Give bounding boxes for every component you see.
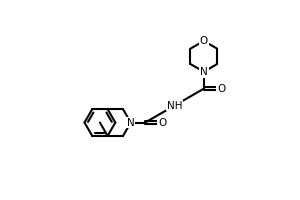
Text: O: O bbox=[158, 118, 166, 128]
Text: O: O bbox=[200, 36, 208, 46]
Text: NH: NH bbox=[167, 101, 182, 111]
Text: N: N bbox=[200, 67, 208, 77]
Text: N: N bbox=[127, 118, 135, 128]
Text: O: O bbox=[217, 84, 225, 94]
